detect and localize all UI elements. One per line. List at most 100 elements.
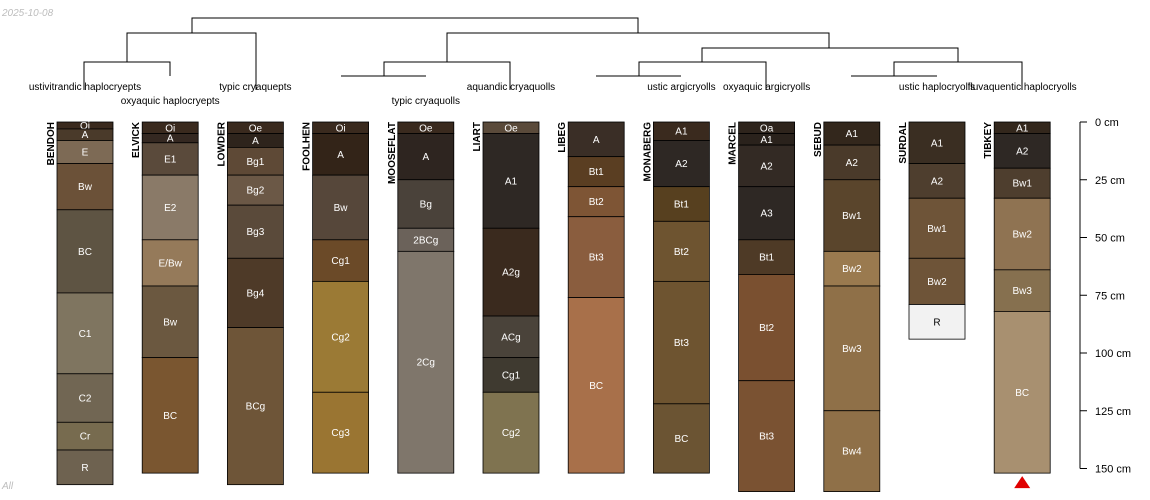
- horizon-label: Bw2: [1012, 230, 1032, 241]
- horizon-label: Bt1: [589, 167, 604, 178]
- horizon-label: A: [337, 150, 344, 161]
- horizon-label: A3: [760, 209, 773, 220]
- horizon-label: Bw4: [842, 447, 862, 458]
- truncation-marker-group: [1014, 476, 1030, 488]
- dendro-left-link: [127, 33, 256, 62]
- horizon-label: Cg1: [502, 370, 521, 381]
- dendro-root-link: [192, 18, 638, 33]
- horizon-label: 2BCg: [413, 235, 438, 246]
- profile-liart: Oe A1 A2g ACg Cg1 Cg2 LIART: [472, 122, 539, 473]
- profile-name: TIBKEY: [983, 122, 994, 159]
- soil-profiles: OiAEBwBCC1C2CrRBENDOH OiAE1E2E/BwBwBCELVI…: [46, 121, 1050, 492]
- profile-foolhen: OiABwCg1Cg2Cg3FOOLHEN: [302, 122, 369, 473]
- horizon-label: Bw2: [842, 264, 862, 275]
- taxon-label: ustivitrandic haplocryepts: [29, 82, 141, 93]
- horizon-label: Bg1: [247, 157, 265, 168]
- soil-profile-figure: ustivitrandic haplocryepts oxyaquic haplo…: [0, 0, 1150, 500]
- horizon-label: A: [422, 152, 429, 163]
- profile-sebud: A1 A2 Bw1 Bw2 Bw3 Bw4 SEBUD: [813, 122, 880, 492]
- profile-name: SURDAL: [898, 122, 909, 164]
- depth-tick-label: 150 cm: [1095, 464, 1131, 476]
- horizon-label: A2: [1016, 146, 1029, 157]
- horizon-label: Oi: [165, 123, 175, 134]
- depth-tick-label: 50 cm: [1095, 233, 1125, 245]
- horizon-label: Bt3: [589, 253, 604, 264]
- horizon-label: 2Cg: [417, 358, 435, 369]
- horizon-label: A1: [846, 129, 859, 140]
- profile-name: LIBEG: [557, 122, 568, 153]
- profile-name: LIART: [472, 122, 483, 151]
- taxon-labels: ustivitrandic haplocryepts oxyaquic haplo…: [29, 82, 1077, 107]
- horizon-label: A: [593, 135, 600, 146]
- horizon-label: Bw2: [927, 277, 947, 288]
- taxon-label: typic cryaquepts: [219, 82, 291, 93]
- horizon-label: ACg: [501, 332, 520, 343]
- taxon-label: typic cryaquolls: [392, 96, 460, 107]
- horizon-label: BC: [1015, 388, 1029, 399]
- horizon-label: Bw: [78, 182, 93, 193]
- depth-tick-label: 75 cm: [1095, 290, 1125, 302]
- horizon-label: A: [252, 136, 259, 147]
- horizon-label: A2: [846, 158, 859, 169]
- taxon-label: oxyaquic haplocryepts: [121, 96, 220, 107]
- horizon-label: Bw3: [842, 344, 862, 355]
- horizon-label: Bt2: [589, 197, 604, 208]
- horizon-label: C1: [79, 329, 92, 340]
- profile-surdal: A1 A2 Bw1 Bw2 R SURDAL: [898, 122, 965, 339]
- taxon-label: fluvaquentic haplocryolls: [968, 82, 1077, 93]
- depth-tick-label: 25 cm: [1095, 175, 1125, 187]
- horizon-label: Bg4: [247, 288, 265, 299]
- horizon-label: Bw1: [842, 211, 862, 222]
- horizon-label: A2: [760, 161, 773, 172]
- profile-name: FOOLHEN: [302, 122, 313, 171]
- horizon-label: R: [81, 463, 88, 474]
- profile-lowder: OeABg1Bg2Bg3Bg4BCgLOWDER: [216, 121, 283, 484]
- horizon-label: Bt3: [674, 338, 689, 349]
- horizon-label: BCg: [246, 402, 265, 413]
- horizon-label: E1: [164, 154, 177, 165]
- horizon-label: E: [82, 148, 89, 159]
- horizon-label: E/Bw: [159, 258, 183, 269]
- horizon-label: A1: [675, 127, 688, 138]
- horizon-label: Bg3: [247, 227, 265, 238]
- profile-name: MARCEL: [728, 122, 739, 165]
- horizon-label: A1: [760, 135, 773, 146]
- taxon-label: aquandic cryaquolls: [467, 82, 555, 93]
- profile-name: BENDOH: [46, 122, 57, 165]
- horizon-label: Bw: [163, 317, 178, 328]
- horizon-label: Bt3: [759, 432, 774, 443]
- horizon-label: C2: [79, 394, 92, 405]
- horizon-label: Bt2: [674, 247, 689, 258]
- horizon-label: A1: [931, 138, 944, 149]
- depth-tick-label: 0 cm: [1095, 117, 1119, 129]
- horizon-label: Oe: [504, 123, 518, 134]
- profile-mooseflat: Oe A Bg 2BCg 2Cg MOOSEFLAT: [387, 122, 454, 473]
- horizon-label: Bw: [334, 203, 349, 214]
- horizon-label: Bw3: [1012, 286, 1032, 297]
- horizon-label: Bt1: [759, 253, 774, 264]
- truncation-marker-icon: [1014, 476, 1030, 488]
- horizon-label: BC: [589, 381, 603, 392]
- profile-elvick: OiA E1 E2 E/Bw Bw BC ELVICK: [131, 121, 198, 473]
- profile-name: SEBUD: [813, 122, 824, 157]
- horizon-label: A1: [1016, 123, 1029, 134]
- horizon-label: Cr: [80, 432, 91, 443]
- profile-monaberg: A1 A2 Bt1 Bt2 Bt3 BC MONABERG: [642, 122, 709, 473]
- horizon-label: BC: [78, 247, 92, 258]
- taxon-label: ustic argicryolls: [647, 82, 715, 93]
- horizon-label: Bw1: [1012, 179, 1032, 190]
- horizon-label: A1: [505, 176, 518, 187]
- horizon-label: Oi: [336, 123, 346, 134]
- horizon-label: Bw1: [927, 224, 947, 235]
- taxon-label: oxyaquic argicryolls: [723, 82, 810, 93]
- horizon-label: Oa: [760, 123, 774, 134]
- horizon-label: R: [933, 317, 940, 328]
- horizon-label: A2: [931, 176, 944, 187]
- profile-libeg: A Bt1 Bt2 Bt3 BC LIBEG: [557, 122, 624, 473]
- horizon-label: A2g: [502, 268, 520, 279]
- profile-tibkey: A1 A2 Bw1 Bw2 Bw3 BC TIBKEY: [983, 122, 1050, 473]
- horizon-label: Bg2: [247, 186, 265, 197]
- taxon-label: ustic haplocryolls: [899, 82, 975, 93]
- profile-bendoh: OiAEBwBCC1C2CrRBENDOH: [46, 121, 113, 485]
